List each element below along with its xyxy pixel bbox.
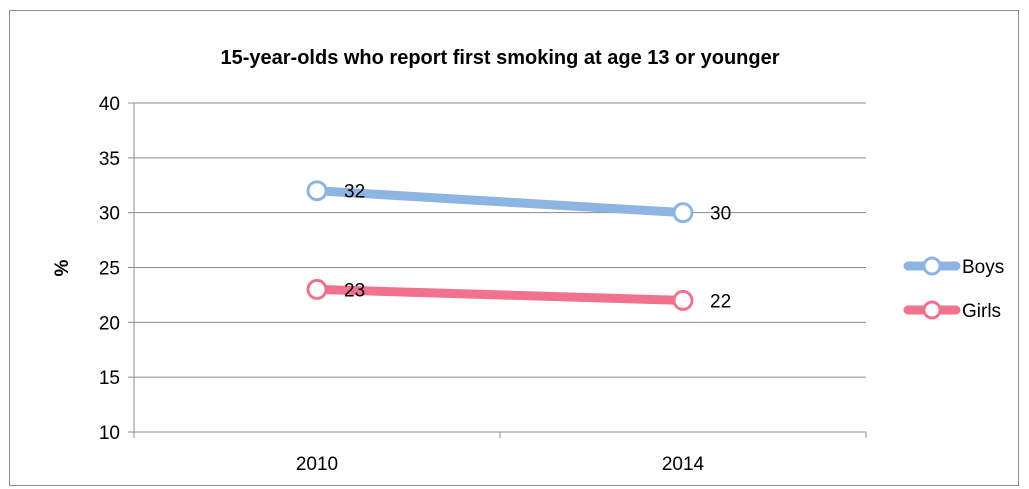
y-tick-label: 30 — [99, 204, 120, 225]
legend: Boys Girls — [903, 256, 1004, 322]
axes — [128, 102, 867, 438]
data-point-boys — [672, 202, 694, 224]
data-label: 32 — [344, 182, 365, 203]
y-axis-label: % — [52, 259, 73, 276]
legend-marker-girls — [922, 300, 942, 320]
data-label: 23 — [344, 280, 365, 301]
y-tick-label: 35 — [99, 149, 120, 170]
series-line-girls — [312, 284, 688, 305]
y-tick-label: 15 — [99, 368, 120, 389]
data-label: 22 — [710, 291, 731, 312]
y-tick-label: 20 — [99, 313, 120, 334]
legend-label-boys: Boys — [962, 257, 1004, 278]
chart-title: 15-year-olds who report first smoking at… — [220, 47, 779, 69]
data-point-boys — [306, 180, 328, 202]
chart-frame — [9, 10, 1019, 486]
x-tick-label: 2014 — [662, 454, 705, 475]
series-line-boys — [312, 186, 688, 218]
x-tick-label: 2010 — [296, 454, 338, 475]
legend-label-girls: Girls — [962, 301, 1001, 322]
legend-marker-boys — [922, 256, 942, 276]
x-tick-labels: 2010 2014 — [296, 454, 705, 475]
y-tick-label: 40 — [99, 94, 120, 115]
series-group: 32 30 23 22 — [306, 180, 731, 312]
data-point-girls — [672, 289, 694, 311]
y-tick-labels: 10 15 20 25 30 35 40 — [99, 94, 120, 444]
gridlines — [134, 102, 866, 378]
data-point-girls — [306, 278, 328, 300]
y-tick-label: 25 — [99, 259, 120, 280]
y-tick-label: 10 — [99, 423, 120, 444]
data-label: 30 — [710, 204, 731, 225]
